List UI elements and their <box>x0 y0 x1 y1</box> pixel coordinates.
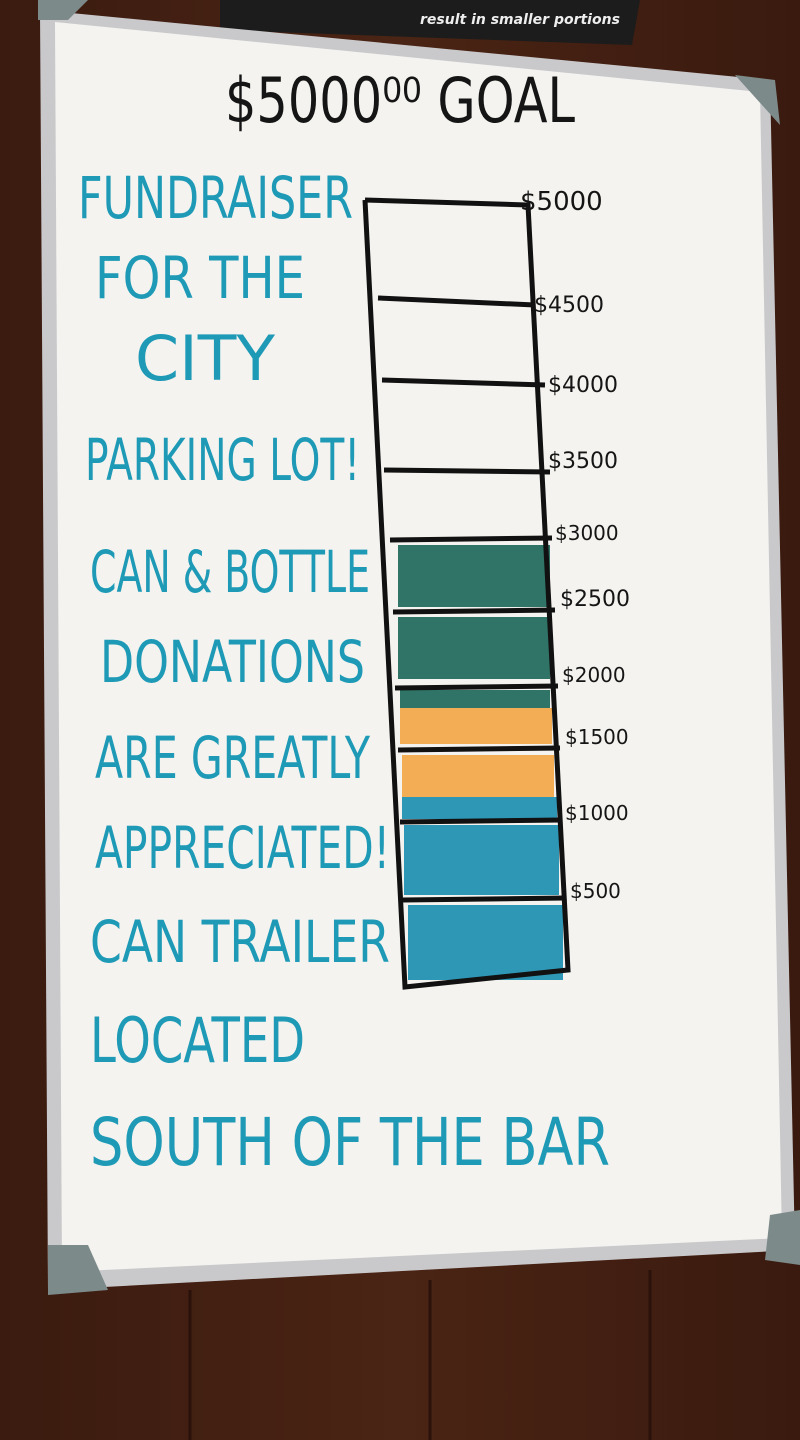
message-line: APPRECIATED! <box>95 814 390 882</box>
scale-label: $5000 <box>520 187 603 217</box>
board-corners <box>38 0 800 1295</box>
message: FUNDRAISER FOR THE CITY PARKING LOT! CAN… <box>78 164 610 1181</box>
fill-blue <box>404 825 559 895</box>
fill-blue <box>408 905 563 980</box>
fill-green <box>400 690 550 708</box>
wood-seams <box>188 1270 652 1440</box>
message-line: CITY <box>135 322 275 395</box>
goal-fill <box>398 545 563 980</box>
message-line: PARKING LOT! <box>85 426 360 494</box>
scale-label: $3500 <box>548 449 618 474</box>
message-line: CAN TRAILER <box>90 908 390 976</box>
scale-label: $1000 <box>565 801 629 825</box>
title: $5000⁰⁰ GOAL <box>225 64 575 137</box>
message-line: SOUTH OF THE BAR <box>90 1104 610 1181</box>
fill-orange <box>400 708 552 744</box>
message-line: DONATIONS <box>100 628 365 696</box>
fill-green <box>398 617 550 679</box>
message-line: LOCATED <box>90 1004 305 1077</box>
message-line: ARE GREATLY <box>95 724 370 792</box>
scale-label: $500 <box>570 879 621 903</box>
message-line: FOR THE <box>95 244 305 312</box>
scale-label: $3000 <box>555 521 619 545</box>
message-line: FUNDRAISER <box>78 164 353 232</box>
scale-label: $2000 <box>562 663 626 687</box>
message-line: CAN & BOTTLE <box>90 538 370 606</box>
fill-green <box>398 545 550 607</box>
goal-thermometer <box>362 197 571 990</box>
fill-blue <box>402 797 557 819</box>
fill-orange <box>402 755 554 797</box>
scale-label: $1500 <box>565 725 629 749</box>
sign-text: result in smaller portions <box>420 12 620 28</box>
scale-label: $4000 <box>548 373 618 398</box>
scale-label: $4500 <box>534 293 604 318</box>
scale-labels: $5000 $4500 $4000 $3500 $3000 $2500 $200… <box>520 187 630 903</box>
top-sign <box>220 0 640 45</box>
scale-label: $2500 <box>560 587 630 612</box>
